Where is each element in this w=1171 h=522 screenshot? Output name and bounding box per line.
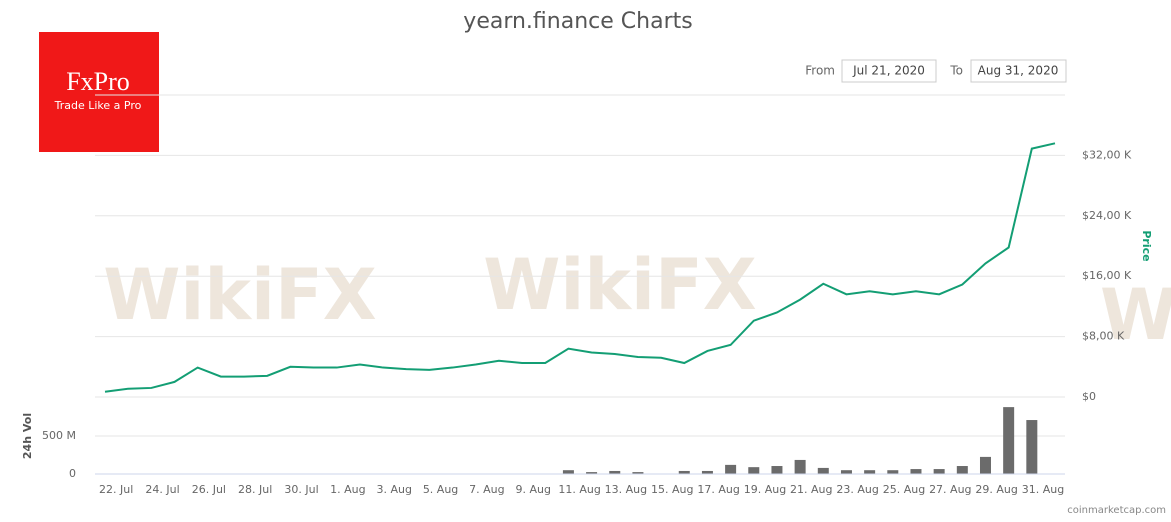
x-tick-label: 23. Aug — [836, 483, 878, 496]
x-tick-label: 3. Aug — [376, 483, 411, 496]
volume-bar — [771, 466, 783, 474]
x-tick-label: 5. Aug — [423, 483, 458, 496]
volume-bar — [979, 456, 991, 474]
price-line — [104, 142, 1056, 393]
x-tick-label: 15. Aug — [651, 483, 693, 496]
y-axis-label: 24h Vol — [21, 413, 34, 459]
to-date: Aug 31, 2020 — [978, 64, 1059, 78]
volume-bar — [701, 470, 713, 474]
logo-box — [39, 32, 159, 152]
y-tick-label: $16,00 K — [1082, 269, 1132, 282]
y-tick-label: $0 — [1082, 390, 1096, 403]
x-tick-label: 1. Aug — [330, 483, 365, 496]
from-input[interactable] — [841, 59, 937, 83]
volume-bar — [725, 464, 737, 474]
x-tick-label: 7. Aug — [469, 483, 504, 496]
volume-bar — [956, 466, 968, 474]
x-tick-label: 27. Aug — [929, 483, 971, 496]
from-label: From — [805, 64, 835, 78]
x-tick-label: 22. Jul — [99, 483, 133, 496]
volume-bar — [632, 472, 644, 474]
x-tick-label: 21. Aug — [790, 483, 832, 496]
volume-bar — [1003, 407, 1015, 474]
from-date: Jul 21, 2020 — [852, 64, 925, 78]
x-tick-label: 31. Aug — [1022, 483, 1064, 496]
x-tick-label: 13. Aug — [605, 483, 647, 496]
volume-bar — [609, 470, 621, 474]
y-tick-label: $32,00 K — [1082, 148, 1132, 161]
x-tick-label: 17. Aug — [697, 483, 739, 496]
volume-bar — [562, 470, 574, 474]
tagline: Trade Like a Pro — [54, 99, 142, 112]
y-tick-label: 500 M — [42, 429, 76, 442]
volume-bar — [933, 469, 945, 474]
volume-bar — [1026, 420, 1038, 474]
x-tick-label: 26. Jul — [192, 483, 226, 496]
chart-title: yearn.finance Charts — [463, 9, 692, 34]
y-tick-label: $8,00 K — [1082, 330, 1125, 343]
volume-bar — [864, 470, 876, 474]
x-tick-label: 24. Jul — [145, 483, 179, 496]
watermark: WikiFX — [1100, 274, 1171, 356]
volume-bar — [794, 459, 806, 474]
volume-bar — [586, 472, 598, 474]
volume-bar — [887, 470, 899, 474]
volume-bar — [840, 470, 852, 474]
to-input[interactable] — [970, 59, 1067, 83]
source: coinmarketcap.com — [1067, 505, 1166, 516]
logo: FxPro — [66, 67, 130, 96]
x-tick-label: 25. Aug — [883, 483, 925, 496]
x-tick-label: 29. Aug — [975, 483, 1017, 496]
to-label: To — [949, 64, 963, 78]
y-tick-label: $24,00 K — [1082, 209, 1132, 222]
watermark: WikiFX — [483, 244, 757, 326]
x-tick-label: 28. Jul — [238, 483, 272, 496]
watermark: WikiFX — [103, 254, 377, 336]
x-tick-label: 19. Aug — [744, 483, 786, 496]
x-tick-label: 30. Jul — [284, 483, 318, 496]
x-tick-label: 9. Aug — [516, 483, 551, 496]
volume-bar — [817, 467, 829, 474]
volume-bar — [678, 470, 690, 474]
y-tick-label: 0 — [69, 467, 76, 480]
y-axis-label: Price — [1140, 230, 1153, 261]
volume-bar — [748, 467, 760, 474]
x-tick-label: 11. Aug — [558, 483, 600, 496]
volume-bar — [910, 469, 922, 474]
